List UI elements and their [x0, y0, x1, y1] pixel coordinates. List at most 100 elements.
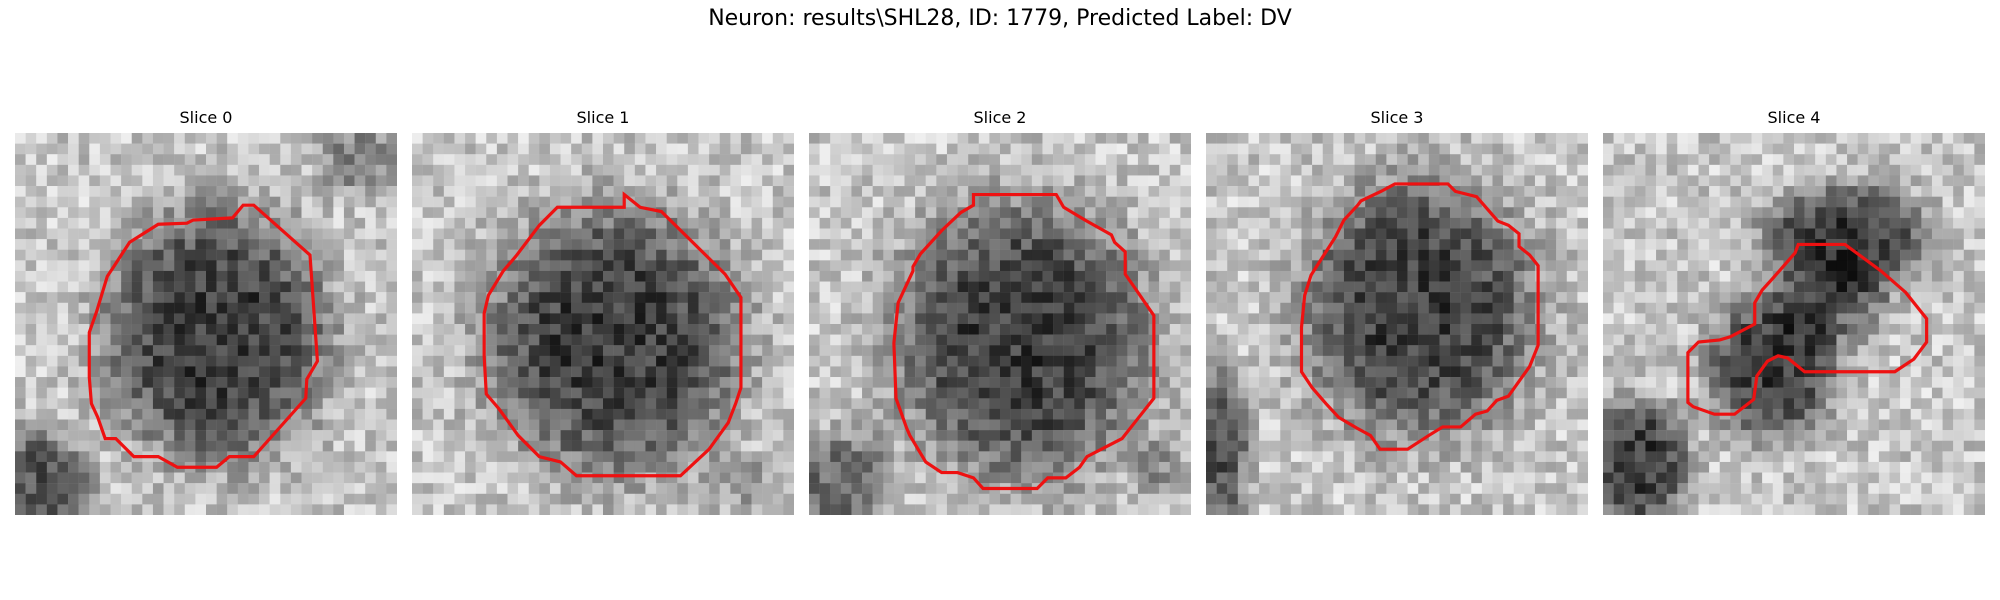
image-pixel: [1513, 260, 1525, 272]
image-pixel: [1290, 419, 1302, 431]
image-pixel: [1042, 260, 1054, 272]
image-pixel: [851, 228, 863, 240]
image-pixel: [333, 217, 345, 229]
image-pixel: [386, 430, 397, 441]
image-pixel: [851, 196, 863, 208]
image-pixel: [365, 387, 376, 399]
image-pixel: [1492, 164, 1504, 176]
image-pixel: [57, 387, 69, 399]
image-pixel: [840, 217, 852, 229]
image-pixel: [152, 345, 164, 357]
image-pixel: [1439, 186, 1451, 197]
image-pixel: [46, 186, 58, 197]
image-pixel: [1148, 281, 1160, 293]
image-pixel: [68, 345, 79, 357]
image-pixel: [301, 451, 313, 463]
image-pixel: [375, 493, 387, 505]
image-pixel: [206, 419, 217, 431]
image-pixel: [1053, 430, 1064, 441]
image-pixel: [1386, 366, 1398, 378]
image-pixel: [1269, 408, 1281, 420]
image-pixel: [809, 154, 820, 166]
image-pixel: [1524, 270, 1536, 282]
image-pixel: [1566, 196, 1578, 208]
image-pixel: [1354, 334, 1366, 346]
image-pixel: [1169, 493, 1181, 505]
image-pixel: [772, 504, 784, 515]
image-pixel: [1322, 387, 1334, 399]
image-pixel: [1169, 461, 1181, 473]
image-pixel: [772, 143, 784, 155]
image-pixel: [412, 451, 423, 463]
image-pixel: [904, 483, 916, 494]
image-pixel: [830, 493, 842, 505]
image-pixel: [507, 154, 519, 166]
image-pixel: [1566, 398, 1578, 410]
image-pixel: [195, 408, 207, 420]
image-pixel: [1169, 345, 1181, 357]
image-pixel: [830, 324, 842, 335]
image-pixel: [301, 355, 313, 367]
image-pixel: [443, 493, 455, 505]
image-pixel: [301, 249, 313, 261]
image-pixel: [1031, 324, 1043, 335]
image-pixel: [1159, 228, 1170, 240]
image-pixel: [687, 408, 699, 420]
image-pixel: [1127, 324, 1139, 335]
image-pixel: [99, 239, 111, 250]
image-pixel: [1116, 387, 1128, 399]
image-pixel: [1428, 175, 1440, 187]
image-pixel: [1206, 228, 1217, 240]
image-pixel: [184, 377, 196, 388]
image-pixel: [539, 281, 551, 293]
image-pixel: [1159, 377, 1170, 388]
image-pixel: [1450, 260, 1461, 272]
image-pixel: [1127, 461, 1139, 473]
image-pixel: [496, 164, 508, 176]
image-pixel: [475, 324, 487, 335]
image-pixel: [465, 408, 476, 420]
image-pixel: [830, 313, 842, 325]
image-pixel: [698, 207, 710, 219]
image-pixel: [1259, 302, 1270, 314]
image-pixel: [1407, 334, 1419, 346]
image-pixel: [1137, 313, 1149, 325]
image-pixel: [677, 366, 689, 378]
image-pixel: [1301, 133, 1313, 144]
image-pixel: [89, 440, 101, 452]
image-pixel: [1227, 345, 1239, 357]
image-pixel: [603, 398, 614, 410]
image-pixel: [751, 345, 763, 357]
image-pixel: [184, 493, 196, 505]
image-pixel: [443, 175, 455, 187]
image-pixel: [1418, 207, 1430, 219]
image-pixel: [968, 493, 979, 505]
image-pixel: [121, 334, 132, 346]
image-pixel: [206, 451, 217, 463]
image-pixel: [645, 154, 657, 166]
image-pixel: [1439, 292, 1451, 303]
image-pixel: [1159, 292, 1170, 303]
image-pixel: [571, 430, 582, 441]
image-pixel: [365, 249, 376, 261]
image-pixel: [36, 334, 48, 346]
image-pixel: [1095, 154, 1107, 166]
image-pixel: [333, 419, 345, 431]
image-pixel: [989, 366, 1001, 378]
image-pixel: [1063, 302, 1075, 314]
image-pixel: [1418, 175, 1430, 187]
image-pixel: [1148, 419, 1160, 431]
image-pixel: [1280, 313, 1292, 325]
image-pixel: [925, 324, 937, 335]
slice-panel-1: Slice 1: [412, 107, 794, 515]
image-pixel: [989, 292, 1001, 303]
image-pixel: [1556, 377, 1567, 388]
image-pixel: [1280, 154, 1292, 166]
image-pixel: [560, 483, 572, 494]
image-pixel: [1492, 324, 1504, 335]
image-pixel: [851, 164, 863, 176]
image-pixel: [915, 302, 926, 314]
image-pixel: [142, 239, 154, 250]
image-pixel: [819, 154, 831, 166]
image-pixel: [443, 483, 455, 494]
